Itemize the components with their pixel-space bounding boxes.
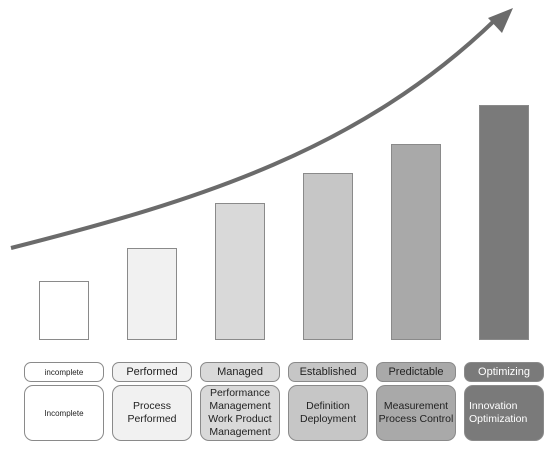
level-details-incomplete: Incomplete [24,385,104,441]
level-detail-line: Process [133,400,171,412]
level-details-predictable: Measurement Process Control [376,385,456,441]
level-bar-optimizing [479,105,529,340]
level-details-optimizing: Innovation Optimization [464,385,544,441]
level-bar-managed [215,203,265,340]
level-title-managed: Managed [200,362,280,382]
level-bar-performed [127,248,177,340]
level-title-performed: Performed [112,362,192,382]
level-detail-line: Work Product [208,413,272,425]
growth-arrow-curve [10,18,497,250]
growth-arrow-head [488,8,513,33]
level-detail-line: Management [209,400,271,412]
level-detail-line: Performance [209,387,271,399]
level-detail-line: Performed [127,413,177,425]
level-details-performed: Process Performed [112,385,192,441]
level-detail-line: Innovation [469,400,518,412]
level-detail-line: Incomplete [44,408,84,418]
level-title-optimizing: Optimizing [464,362,544,382]
level-detail-line: Measurement [383,400,449,412]
level-detail-line: Definition [306,400,350,412]
level-detail-line: Optimization [469,413,528,425]
level-title-predictable: Predictable [376,362,456,382]
level-bar-predictable [391,144,441,340]
level-bar-incomplete [39,281,89,340]
level-title-established: Established [288,362,368,382]
level-bar-established [303,173,353,340]
level-details-established: Definition Deployment [288,385,368,441]
level-details-managed: Performance Management Work Product Managem… [200,385,280,441]
level-title-incomplete: incomplete [24,362,104,382]
level-detail-line: Process Control [378,413,454,425]
level-detail-line: Deployment [299,413,357,425]
level-detail-line: Management [209,426,271,438]
